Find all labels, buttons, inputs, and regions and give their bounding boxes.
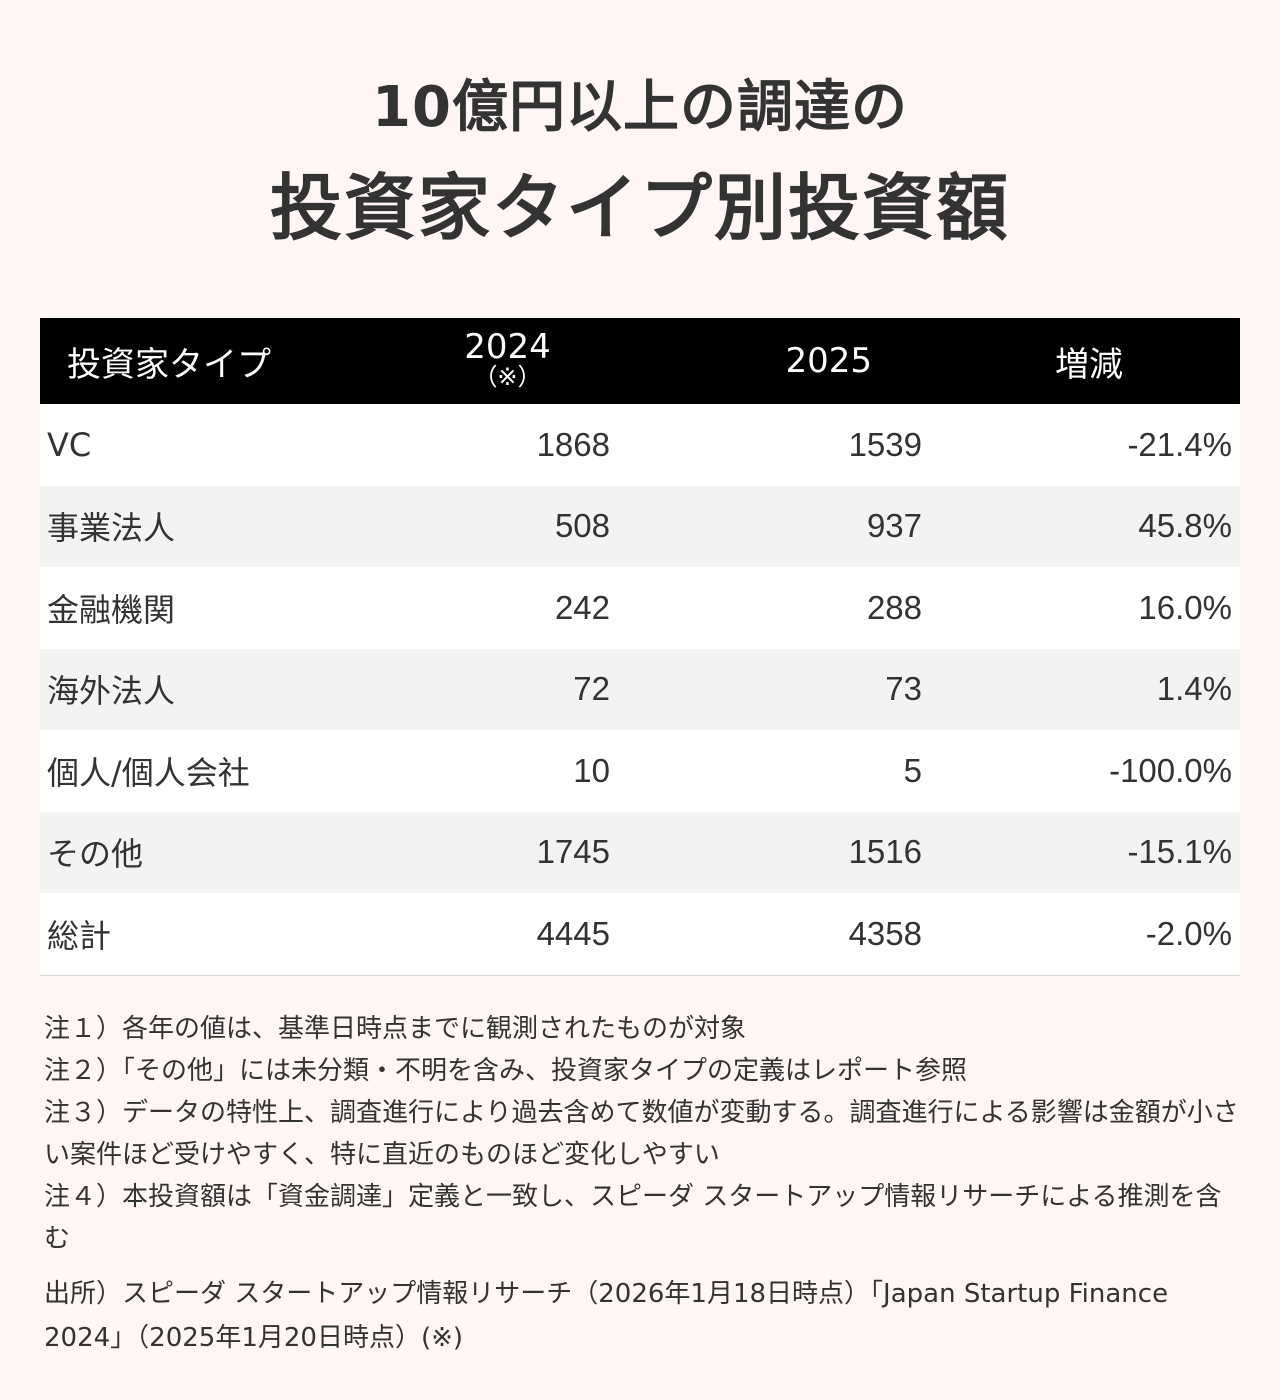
cell-investor-type: 事業法人 [47, 509, 176, 548]
table-row: 海外法人 72 73 1.4% [40, 648, 1240, 730]
title-line1: 10億円以上の調達の [372, 75, 908, 140]
table-body: VC 1868 1539 -21.4% 事業法人 508 937 45.8% 金… [40, 404, 1240, 976]
cell-investor-type: その他 [47, 835, 144, 874]
cell-2024-value: 10 [573, 751, 610, 789]
header-change: 増減 [1055, 344, 1123, 385]
table-row-total: 総計 4445 4358 -2.0% [40, 893, 1240, 976]
cell-2024-value: 1868 [536, 425, 610, 463]
cell-change-value: -100.0% [1109, 751, 1232, 789]
cell-investor-type: 金融機関 [47, 590, 176, 629]
cell-change-value: 45.8% [1138, 507, 1232, 545]
table-row: 個人/個人会社 10 5 -100.0% [40, 730, 1240, 812]
note-4: 注４）本投資額は「資金調達」定義と一致し、スピーダ スタートアップ情報リサーチに… [44, 1182, 1222, 1254]
cell-2025-value: 4358 [848, 914, 922, 952]
cell-2025-value: 288 [866, 588, 922, 626]
cell-2025-value: 1539 [848, 425, 922, 463]
note-2: 注２）「その他」には未分類・不明を含み、投資家タイプの定義はレポート参照 [44, 1056, 968, 1086]
table-row: その他 1745 1516 -15.1% [40, 811, 1240, 893]
cell-change-value: 16.0% [1138, 588, 1232, 626]
cell-2025-value: 73 [885, 670, 922, 708]
cell-2024-value: 242 [554, 588, 610, 626]
note-1: 注１）各年の値は、基準日時点までに観測されたものが対象 [44, 1014, 747, 1044]
cell-change-value: -21.4% [1127, 425, 1232, 463]
cell-2025-value: 937 [866, 507, 922, 545]
header-2025: 2025 [785, 341, 872, 381]
notes: 注１）各年の値は、基準日時点までに観測されたものが対象 注２）「その他」には未分… [44, 1008, 1240, 1360]
table-row: 事業法人 508 937 45.8% [40, 485, 1240, 567]
cell-change-value: 1.4% [1156, 670, 1232, 708]
cell-change-value: -2.0% [1145, 914, 1232, 952]
cell-2025-value: 5 [903, 751, 922, 789]
cell-investor-type: 総計 [47, 916, 112, 955]
note-3: 注３）データの特性上、調査進行により過去含めて数値が変動する。調査進行による影響… [44, 1098, 1239, 1170]
header-2024: 2024 （※） [380, 318, 635, 404]
cell-2024-value: 508 [554, 507, 610, 545]
header-2024-label: 2024 [464, 327, 551, 367]
cell-investor-type: 海外法人 [47, 672, 176, 711]
cell-investor-type: 個人/個人会社 [47, 753, 250, 792]
cell-investor-type: VC [47, 425, 92, 464]
table-row: 金融機関 242 288 16.0% [40, 567, 1240, 649]
table-row: VC 1868 1539 -21.4% [40, 404, 1240, 486]
source-note: 出所）スピーダ スタートアップ情報リサーチ（2026年1月18日時点）「Japa… [44, 1279, 1169, 1353]
cell-2024-value: 72 [573, 670, 610, 708]
cell-2024-value: 1745 [536, 833, 610, 871]
header-2024-note: （※） [473, 363, 542, 391]
cell-2024-value: 4445 [536, 914, 610, 952]
title-line2: 投資家タイプ別投資額 [269, 166, 1010, 250]
investor-table: 投資家タイプ 2024 （※） 2025 増減 VC 1868 1539 -21… [40, 318, 1240, 976]
cell-2025-value: 1516 [848, 833, 922, 871]
cell-change-value: -15.1% [1127, 833, 1232, 871]
header-investor-type: 投資家タイプ [67, 344, 271, 385]
table-header: 投資家タイプ 2024 （※） 2025 増減 [40, 318, 1240, 404]
